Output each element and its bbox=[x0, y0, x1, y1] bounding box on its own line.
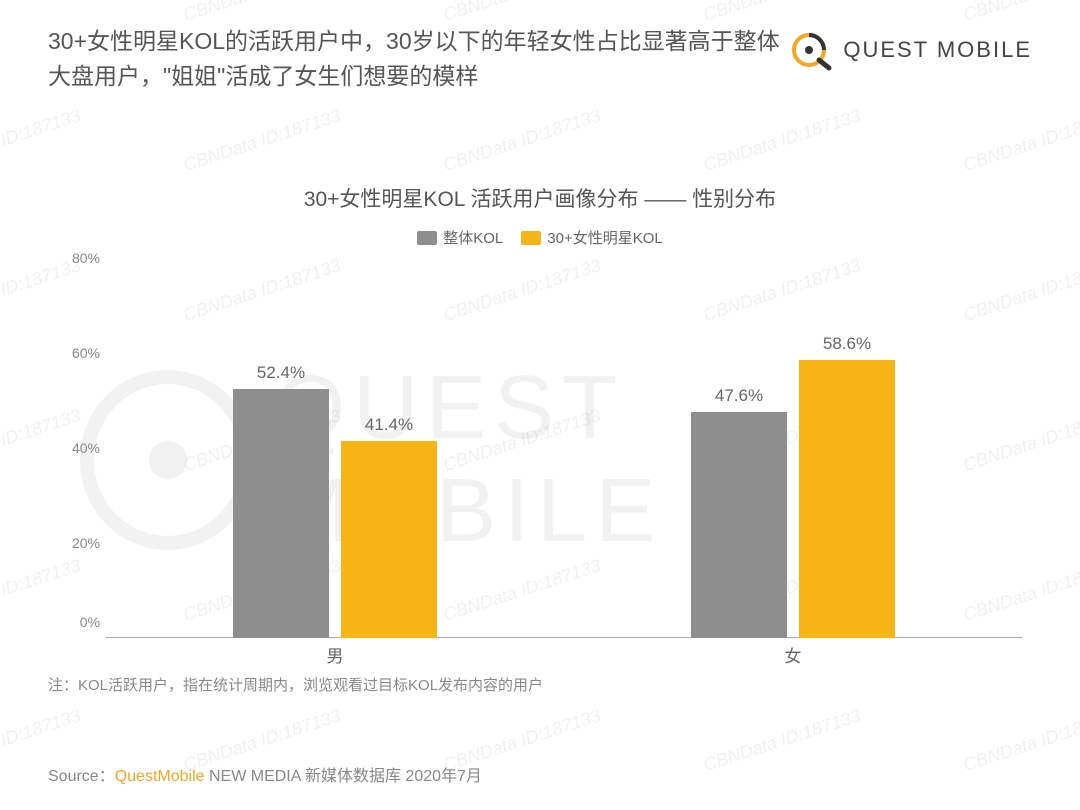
bar-value-label: 58.6% bbox=[823, 334, 871, 354]
brand-logo: QUEST MOBILE bbox=[789, 28, 1032, 72]
legend-item: 整体KOL bbox=[417, 227, 503, 248]
source-prefix: Source： bbox=[48, 768, 115, 785]
questmobile-icon bbox=[789, 28, 833, 72]
bar-wrap: 52.4% bbox=[233, 363, 329, 638]
bar-value-label: 52.4% bbox=[257, 363, 305, 383]
plot-area: 52.4% 41.4% 47.6% 58.6% bbox=[106, 258, 1022, 638]
y-tick-label: 40% bbox=[72, 440, 100, 456]
chart-note: 注：KOL活跃用户，指在统计周期内，浏览观看过目标KOL发布内容的用户 bbox=[48, 674, 1032, 695]
legend-item: 30+女性明星KOL bbox=[521, 227, 662, 248]
y-tick-label: 60% bbox=[72, 345, 100, 361]
bar-value-label: 41.4% bbox=[365, 415, 413, 435]
brand-text: QUEST MOBILE bbox=[843, 37, 1032, 63]
bar-group: 52.4% 41.4% bbox=[106, 258, 564, 638]
bar-wrap: 58.6% bbox=[799, 334, 895, 638]
watermark-text: CBNData ID:187133 bbox=[961, 705, 1080, 776]
source-brand: QuestMobile bbox=[115, 768, 205, 785]
x-axis-label: 男 bbox=[106, 638, 564, 662]
legend-label: 30+女性明星KOL bbox=[547, 227, 662, 248]
y-tick-label: 20% bbox=[72, 535, 100, 551]
bar bbox=[799, 360, 895, 638]
source-suffix: NEW MEDIA 新媒体数据库 2020年7月 bbox=[205, 768, 482, 785]
legend-label: 整体KOL bbox=[443, 227, 503, 248]
chart-title: 30+女性明星KOL 活跃用户画像分布 —— 性别分布 bbox=[48, 183, 1032, 213]
page-title: 30+女性明星KOL的活跃用户中，30岁以下的年轻女性占比显著高于整体大盘用户，… bbox=[48, 24, 788, 93]
bar bbox=[233, 389, 329, 638]
y-tick-label: 0% bbox=[80, 614, 100, 630]
bar-chart: 30+女性明星KOL 活跃用户画像分布 —— 性别分布 整体KOL 30+女性明星… bbox=[48, 183, 1032, 695]
chart-plot: 0%20%40%60%80% 52.4%41.4%47.6%58.6% 男女 bbox=[58, 258, 1022, 662]
watermark-text: CBNData ID:187133 bbox=[701, 705, 864, 776]
x-axis-label: 女 bbox=[564, 638, 1022, 662]
bar bbox=[691, 412, 787, 638]
y-axis: 0%20%40%60%80% bbox=[58, 258, 106, 638]
bar-value-label: 47.6% bbox=[715, 386, 763, 406]
source-citation: Source：QuestMobile NEW MEDIA 新媒体数据库 2020… bbox=[48, 762, 482, 786]
chart-legend: 整体KOL 30+女性明星KOL bbox=[48, 227, 1032, 248]
legend-swatch bbox=[521, 231, 541, 245]
bar-groups: 52.4% 41.4% 47.6% 58.6% bbox=[106, 258, 1022, 638]
bar-group: 47.6% 58.6% bbox=[564, 258, 1022, 638]
bar-wrap: 47.6% bbox=[691, 386, 787, 638]
bar bbox=[341, 441, 437, 638]
legend-swatch bbox=[417, 231, 437, 245]
x-axis-labels: 男女 bbox=[106, 638, 1022, 662]
y-tick-label: 80% bbox=[72, 250, 100, 266]
bar-wrap: 41.4% bbox=[341, 415, 437, 638]
